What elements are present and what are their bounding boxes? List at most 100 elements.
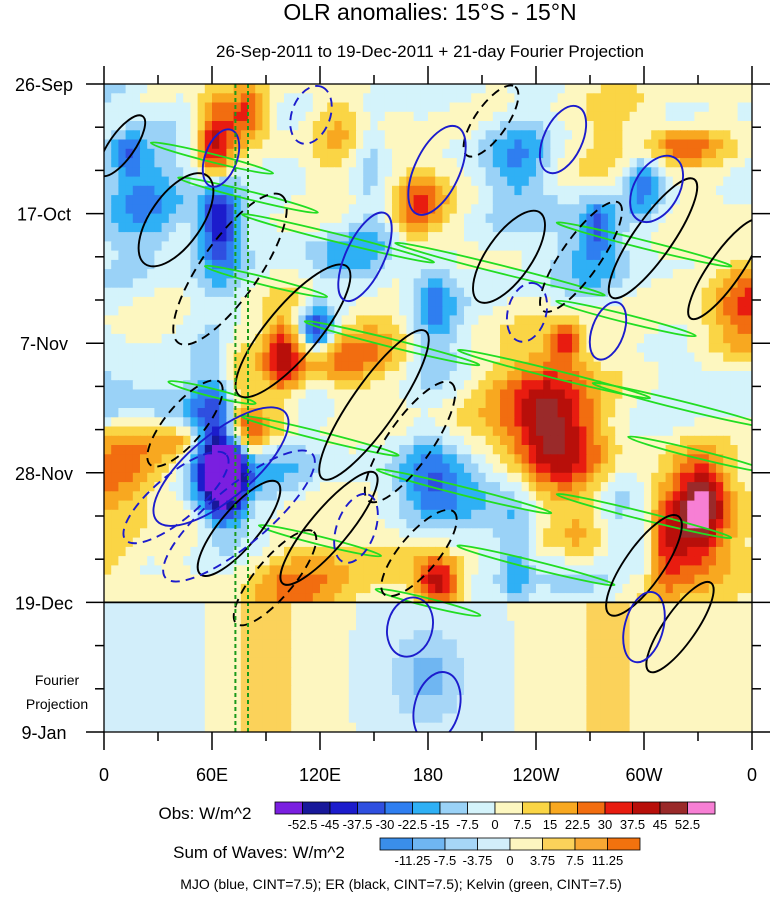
field-cell bbox=[557, 537, 566, 548]
field-cell bbox=[550, 371, 559, 381]
field-cell bbox=[219, 371, 227, 381]
field-cell bbox=[168, 556, 177, 566]
field-cell bbox=[154, 389, 163, 400]
field-cell bbox=[478, 111, 487, 122]
field-cell bbox=[334, 528, 343, 539]
field-cell bbox=[557, 259, 566, 270]
field-cell bbox=[629, 565, 638, 576]
field-cell bbox=[672, 574, 681, 585]
field-cell bbox=[291, 426, 299, 437]
field-cell bbox=[744, 176, 752, 187]
field-cell bbox=[629, 148, 638, 159]
field-cell bbox=[658, 509, 667, 520]
field-cell bbox=[104, 426, 112, 437]
field-cell bbox=[197, 324, 206, 335]
field-cell bbox=[500, 537, 508, 548]
field-cell bbox=[255, 130, 263, 141]
field-cell bbox=[212, 371, 220, 381]
field-cell bbox=[168, 213, 177, 224]
field-cell bbox=[118, 528, 127, 539]
field-cell bbox=[219, 546, 227, 557]
field-cell bbox=[572, 259, 580, 270]
field-cell bbox=[341, 158, 350, 168]
field-cell bbox=[406, 417, 415, 428]
field-cell bbox=[356, 324, 364, 335]
field-cell bbox=[694, 333, 703, 344]
field-cell bbox=[514, 102, 523, 113]
field-cell bbox=[226, 176, 235, 187]
field-cell bbox=[392, 361, 400, 372]
field-cell bbox=[622, 306, 631, 317]
field-cell bbox=[399, 148, 407, 159]
field-cell bbox=[586, 250, 595, 261]
field-cell bbox=[226, 287, 235, 298]
field-cell bbox=[600, 491, 609, 502]
field-cell bbox=[276, 167, 285, 178]
field-cell bbox=[320, 472, 328, 483]
field-cell bbox=[226, 93, 235, 104]
field-cell bbox=[723, 158, 731, 168]
field-cell bbox=[723, 259, 731, 270]
field-cell bbox=[557, 343, 566, 354]
field-cell bbox=[687, 583, 695, 594]
field-cell bbox=[118, 482, 127, 492]
field-cell bbox=[233, 472, 242, 483]
field-cell bbox=[140, 408, 148, 418]
field-cell bbox=[557, 158, 566, 168]
field-cell bbox=[197, 241, 206, 252]
field-cell bbox=[356, 361, 364, 372]
field-cell bbox=[572, 93, 580, 104]
field-cell bbox=[680, 102, 688, 113]
field-cell bbox=[269, 371, 278, 381]
field-cell bbox=[586, 84, 595, 94]
field-cell bbox=[629, 556, 638, 566]
field-cell bbox=[730, 195, 739, 205]
field-cell bbox=[255, 232, 263, 242]
field-cell bbox=[615, 445, 623, 455]
field-cell bbox=[600, 287, 609, 298]
field-cell bbox=[644, 574, 652, 585]
field-cell bbox=[550, 343, 559, 354]
field-cell bbox=[212, 296, 220, 307]
field-cell bbox=[464, 333, 472, 344]
field-cell bbox=[104, 546, 112, 557]
field-cell bbox=[658, 352, 667, 363]
field-cell bbox=[320, 408, 328, 418]
field-cell bbox=[471, 426, 479, 437]
field-cell bbox=[212, 574, 220, 585]
field-cell bbox=[219, 482, 227, 492]
field-cell bbox=[140, 158, 148, 168]
field-cell bbox=[284, 408, 292, 418]
field-cell bbox=[226, 408, 235, 418]
field-cell bbox=[226, 500, 235, 511]
field-cell bbox=[622, 500, 631, 511]
field-cell bbox=[737, 343, 746, 354]
field-cell bbox=[644, 565, 652, 576]
field-cell bbox=[442, 222, 451, 233]
field-cell bbox=[744, 565, 752, 576]
field-cell bbox=[492, 185, 501, 196]
field-cell bbox=[262, 556, 271, 566]
field-cell bbox=[492, 287, 501, 298]
field-cell bbox=[730, 121, 739, 131]
field-cell bbox=[363, 296, 371, 307]
field-cell bbox=[514, 426, 523, 437]
field-cell bbox=[413, 500, 422, 511]
field-cell bbox=[528, 380, 537, 391]
field-cell bbox=[161, 519, 170, 529]
field-cell bbox=[449, 426, 458, 437]
field-cell bbox=[168, 176, 177, 187]
field-cell bbox=[147, 84, 155, 94]
field-cell bbox=[615, 158, 623, 168]
field-cell bbox=[312, 121, 321, 131]
field-cell bbox=[219, 315, 227, 326]
field-cell bbox=[428, 583, 436, 594]
field-cell bbox=[564, 445, 573, 455]
field-cell bbox=[557, 204, 566, 215]
field-cell bbox=[125, 93, 134, 104]
field-cell bbox=[212, 380, 220, 391]
field-cell bbox=[377, 593, 386, 603]
field-cell bbox=[291, 519, 299, 529]
field-cell bbox=[500, 528, 508, 539]
field-cell bbox=[168, 130, 177, 141]
